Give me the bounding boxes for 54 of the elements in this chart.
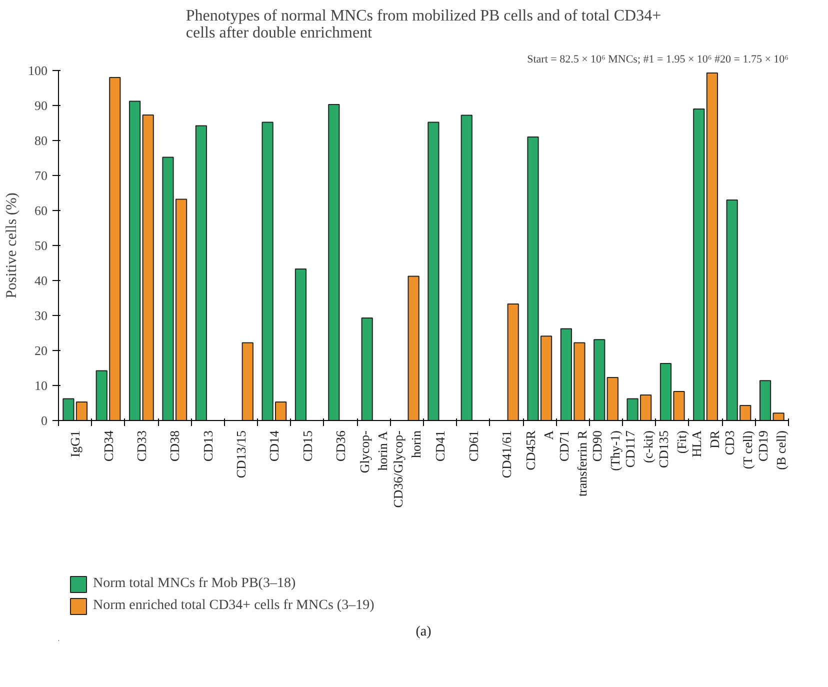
y-tick-label: 60 [34, 203, 48, 218]
bar [507, 303, 519, 420]
bar [242, 342, 254, 420]
x-tick-label: CD33 [134, 430, 149, 462]
x-tick-label: CD14 [266, 430, 282, 462]
y-tick-label: 70 [34, 168, 48, 183]
x-tick-label: CD61 [466, 430, 481, 462]
bar [693, 108, 705, 420]
x-tick-label: CD15 [300, 430, 315, 462]
x-tick-label: CD19 (B cell) [755, 430, 788, 470]
bar [142, 114, 154, 420]
bar [195, 125, 207, 420]
x-tick-label: CD45R A [523, 430, 556, 470]
y-tick-label: 0 [41, 413, 48, 428]
y-tick-label: 50 [34, 238, 48, 253]
x-tick-label: IgG1 [68, 430, 83, 458]
bar [594, 339, 606, 420]
y-axis-title: Positive cells (%) [4, 192, 20, 298]
y-tick-label: 10 [34, 378, 48, 393]
x-tick-label: CD71 transferrin R [556, 430, 590, 497]
x-tick-label: CD38 [167, 430, 182, 462]
y-tick-label: 40 [34, 273, 48, 288]
y-tick-label: 90 [34, 98, 48, 113]
x-tick-label: HLA DR [689, 430, 722, 458]
bar [460, 114, 472, 420]
x-tick-label: Glycop- horin A [357, 430, 390, 474]
y-tick-label: 20 [34, 343, 48, 358]
y-tick-label: 30 [34, 308, 48, 323]
bar [361, 317, 373, 420]
x-tick-label: CD117 (c-kit) [622, 430, 656, 468]
x-tick-label: CD34 [100, 430, 116, 462]
x-tick-label: CD135 (Fit) [656, 430, 689, 468]
x-tick-label: CD36/Glycop- horin [390, 430, 424, 508]
x-tick-label: CD36 [333, 430, 348, 462]
x-tick-label: CD41 [432, 430, 448, 462]
text: Start = 82.5 × 10⁶ MNCs; #1 = 1.95 × 10⁶ #20 = 1.75 × 10⁶ [527, 54, 789, 66]
bar [328, 104, 340, 420]
bar [706, 72, 718, 420]
x-tick-label: CD41/61 [498, 430, 514, 478]
bar [428, 122, 440, 420]
y-tick-label: 80 [34, 133, 48, 148]
x-tick-label: CD13/15 [234, 430, 248, 478]
x-tick-label: CD13 [200, 430, 216, 462]
x-tick-label: CD3 (T cell) [722, 430, 756, 470]
y-tick-label: 100 [28, 63, 48, 78]
bar [408, 276, 420, 420]
bar [294, 268, 307, 420]
bar [606, 376, 618, 420]
legend-label: Norm total MNCs fr Mob PB(3–18) [93, 576, 296, 592]
legend-label: Norm enriched total CD34+ cells fr MNCs (3–19) [93, 598, 374, 614]
bar [129, 100, 141, 420]
x-tick-label: CD90 (Thy-1) [590, 430, 622, 471]
text: (a) [416, 624, 432, 640]
chart-title: Phenotypes of normal MNCs from mobilized PB cells and of total CD34+ cells after double enrichment [186, 8, 662, 42]
